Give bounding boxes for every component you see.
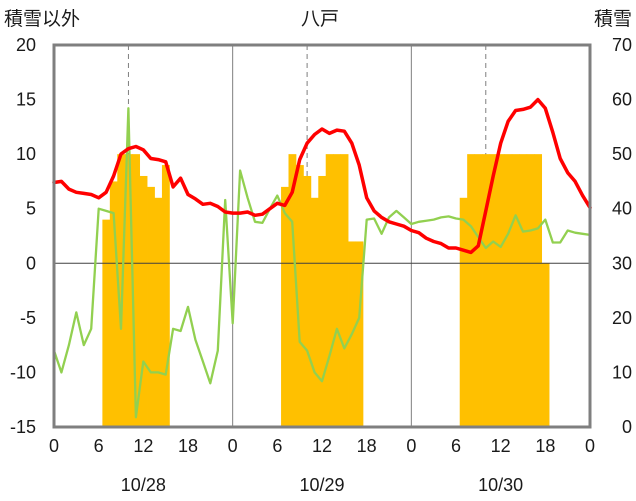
right-y-tick-label: 50 xyxy=(612,144,632,164)
snow-depth-bar xyxy=(124,154,133,427)
x-hour-tick-label: 0 xyxy=(49,436,59,456)
x-hour-tick-label: 12 xyxy=(491,436,511,456)
snow-depth-bar xyxy=(534,154,543,427)
x-hour-tick-label: 12 xyxy=(133,436,153,456)
snow-depth-bar xyxy=(519,154,528,427)
snow-depth-bar xyxy=(526,154,535,427)
right-y-tick-label: 30 xyxy=(612,253,632,273)
snow-depth-bar xyxy=(310,197,319,427)
snow-depth-bar xyxy=(303,175,312,427)
left-y-tick-label: -15 xyxy=(10,417,36,437)
right-y-tick-label: 0 xyxy=(622,417,632,437)
snow-depth-bar xyxy=(139,175,148,427)
x-hour-tick-label: 0 xyxy=(406,436,416,456)
snow-depth-bar xyxy=(496,154,505,427)
right-y-tick-label: 60 xyxy=(612,90,632,110)
snow-depth-bar xyxy=(467,154,476,427)
temperature-line xyxy=(52,97,592,255)
snow-depth-bar xyxy=(295,165,304,428)
plot-frame xyxy=(52,43,592,429)
right-axis-label: 積雪 xyxy=(594,8,632,30)
x-hour-tick-label: 12 xyxy=(312,436,332,456)
x-hour-tick-label: 18 xyxy=(535,436,555,456)
right-y-tick-label: 20 xyxy=(612,308,632,328)
snow-depth-bar xyxy=(511,154,520,427)
x-hour-tick-label: 18 xyxy=(178,436,198,456)
left-y-tick-label: -10 xyxy=(10,362,36,382)
snow-depth-bar xyxy=(132,154,141,427)
snow-depth-bar xyxy=(281,186,289,427)
snow-depth-bar xyxy=(288,154,297,427)
snow-depth-bar xyxy=(147,186,155,427)
left-y-tick-label: 20 xyxy=(16,35,36,55)
snow-depth-bars xyxy=(102,154,550,428)
left-y-tick-label: -5 xyxy=(20,308,36,328)
left-y-tick-label: 0 xyxy=(26,253,36,273)
snow-depth-bar xyxy=(541,263,550,427)
snow-depth-bar xyxy=(474,154,483,427)
snow-depth-bar xyxy=(154,197,163,427)
snow-depth-bar xyxy=(489,154,498,427)
right-y-tick-label: 70 xyxy=(612,35,632,55)
x-date-label: 10/30 xyxy=(478,475,523,495)
snow-depth-bar xyxy=(459,197,468,427)
snow-depth-bar xyxy=(318,175,327,427)
x-hour-tick-label: 0 xyxy=(585,436,595,456)
snow-depth-bar xyxy=(504,154,513,427)
snow-depth-bar xyxy=(102,219,111,427)
snow-depth-bar xyxy=(482,154,490,427)
chart-title: 八戸 xyxy=(301,9,339,30)
x-date-label: 10/28 xyxy=(121,475,166,495)
x-hour-tick-label: 18 xyxy=(357,436,377,456)
right-y-tick-label: 40 xyxy=(612,199,632,219)
wind-speed-line xyxy=(52,107,592,419)
x-hour-tick-label: 6 xyxy=(272,436,282,456)
snow-depth-bar xyxy=(355,241,364,427)
snow-depth-bar xyxy=(333,154,342,427)
right-y-tick-label: 10 xyxy=(612,362,632,382)
x-hour-tick-label: 0 xyxy=(228,436,238,456)
x-date-label: 10/29 xyxy=(299,475,344,495)
snow-depth-bar xyxy=(109,181,118,427)
left-y-tick-label: 15 xyxy=(16,90,36,110)
left-y-tick-label: 5 xyxy=(26,199,36,219)
snow-depth-bar xyxy=(161,165,170,428)
left-axis-label: 積雪以外 xyxy=(4,8,80,30)
left-y-tick-label: 10 xyxy=(16,144,36,164)
snow-depth-bar xyxy=(340,154,349,427)
x-hour-tick-label: 6 xyxy=(451,436,461,456)
x-hour-tick-label: 6 xyxy=(94,436,104,456)
snow-depth-bar xyxy=(325,154,334,427)
